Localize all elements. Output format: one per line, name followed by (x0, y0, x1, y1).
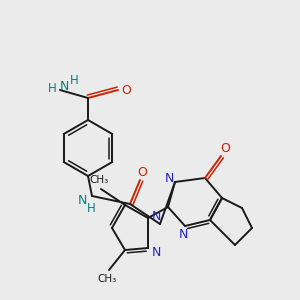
Text: O: O (220, 142, 230, 154)
Text: CH₃: CH₃ (98, 274, 117, 284)
Text: H: H (48, 82, 56, 94)
Text: H: H (70, 74, 78, 86)
Text: N: N (151, 209, 161, 223)
Text: N: N (77, 194, 87, 208)
Text: N: N (164, 172, 174, 184)
Text: N: N (59, 80, 69, 92)
Text: N: N (151, 245, 161, 259)
Text: H: H (87, 202, 95, 215)
Text: N: N (178, 227, 188, 241)
Text: CH₃: CH₃ (89, 175, 109, 185)
Text: O: O (121, 83, 131, 97)
Text: O: O (137, 166, 147, 178)
